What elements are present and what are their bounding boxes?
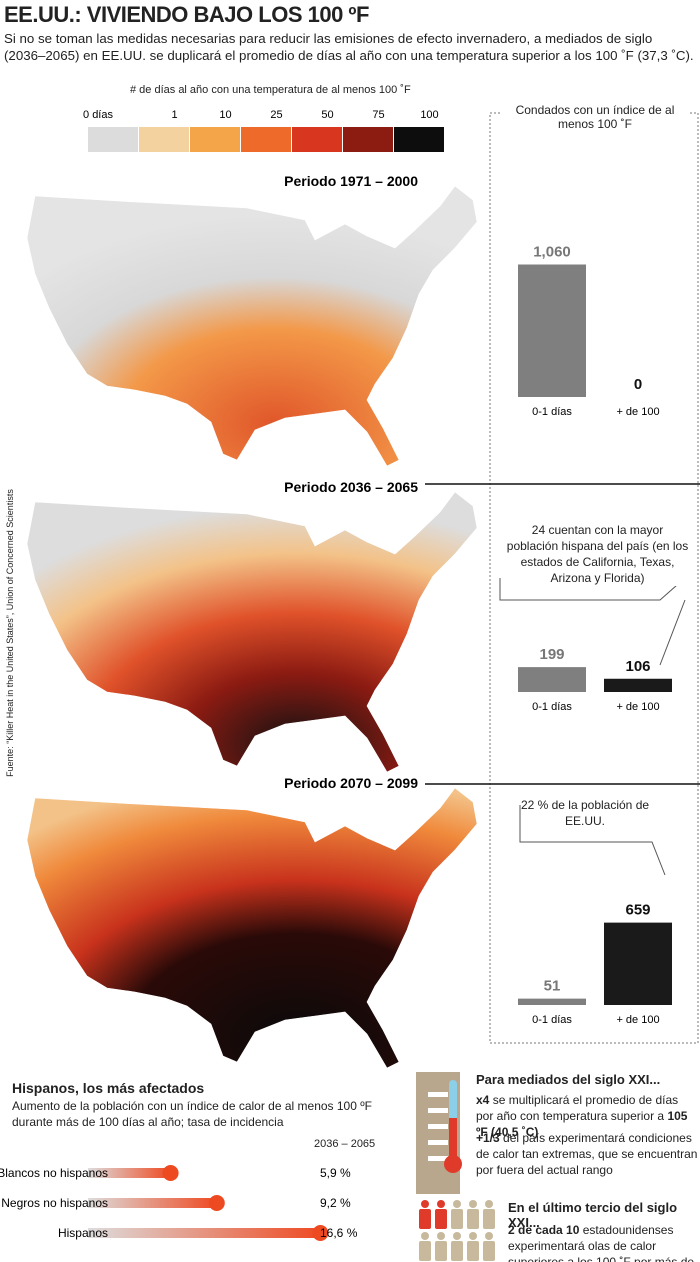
fact-part: +1/3 [476, 1131, 500, 1145]
map-title: Periodo 2036 – 2065 [284, 479, 418, 495]
legend-label: 100 [420, 109, 438, 121]
category-label: 0-1 días [532, 406, 572, 418]
legend-swatch [139, 127, 189, 152]
fact-part: estadounidenses experimentará olas de ca… [508, 1223, 695, 1262]
legend-label: 75 [372, 109, 384, 121]
person-body [451, 1241, 463, 1261]
legend-swatch [394, 127, 444, 152]
category-label: Blancos no hispanos [0, 1166, 108, 1180]
note: 24 cuentan con la mayor población hispan… [505, 522, 690, 586]
legend-swatch [343, 127, 393, 152]
bar [604, 922, 672, 1005]
value-label: 1,060 [533, 244, 571, 261]
person-head [469, 1200, 477, 1208]
legend-swatch [190, 127, 240, 152]
people-icons [419, 1200, 495, 1261]
category-label: 0-1 días [532, 1014, 572, 1026]
bar-end [312, 1225, 329, 1241]
note: 22 % de la población de EE.UU. [520, 798, 650, 828]
map [26, 787, 478, 1069]
bar [88, 1228, 321, 1238]
person-body [435, 1209, 447, 1229]
value-label: 16,6 % [320, 1226, 358, 1240]
legend-label: 25 [270, 109, 282, 121]
thermometer [416, 1072, 462, 1194]
title: EE.UU.: VIVIENDO BAJO LOS 100 ºF [4, 2, 369, 27]
legend-title: # de días al año con una temperatura de … [130, 84, 411, 96]
bar [518, 667, 586, 692]
bar [88, 1168, 171, 1178]
legend-label: 50 [321, 109, 333, 121]
person-head [485, 1232, 493, 1240]
value-label: 199 [539, 646, 564, 663]
person-body [483, 1209, 495, 1229]
map [26, 491, 478, 773]
person-head [453, 1200, 461, 1208]
value-label: 51 [544, 978, 561, 995]
map [26, 185, 478, 467]
legend-swatch [88, 127, 138, 152]
period-label: 2036 – 2065 [314, 1138, 376, 1150]
section-title: Hispanos, los más afectados [12, 1080, 205, 1096]
fact-text: 2 de cada 10 estadounidenses experimenta… [508, 1222, 698, 1262]
fact-text: +1/3 del país experimentará condiciones … [476, 1130, 698, 1178]
category-label: Hispanos [58, 1226, 108, 1240]
person-body [435, 1241, 447, 1261]
fact-part: 105 ºF (40,5 ˚C) [476, 1109, 688, 1139]
bracket [519, 805, 666, 876]
fact-text: x4 se multiplicará el promedio de días p… [476, 1092, 698, 1140]
category-label: + de 100 [616, 701, 659, 713]
value-label: 106 [625, 658, 650, 675]
legend-label: 10 [219, 109, 231, 121]
fact-part: x4 [476, 1093, 490, 1107]
person-head [485, 1200, 493, 1208]
subtitle: Si no se toman las medidas necesarias pa… [4, 31, 694, 63]
legend-swatch [292, 127, 342, 152]
person-head [421, 1232, 429, 1240]
value-label: 5,9 % [320, 1166, 351, 1180]
person-head [421, 1200, 429, 1208]
fact-part: 2 de cada 10 [508, 1223, 580, 1237]
person-body [419, 1209, 431, 1229]
bar [88, 1198, 217, 1208]
legend-label: 0 días [83, 109, 113, 121]
legend-label: 1 [171, 109, 177, 121]
person-head [469, 1232, 477, 1240]
person-head [437, 1200, 445, 1208]
category-label: Negros no hispanos [1, 1196, 108, 1210]
person-body [467, 1209, 479, 1229]
person-body [451, 1209, 463, 1229]
section-subtitle: Aumento de la población con un índice de… [12, 1099, 372, 1129]
panel-title: Condados con un índice de al menos 100 ˚… [500, 103, 690, 131]
category-label: + de 100 [616, 1014, 659, 1026]
bar [604, 678, 672, 692]
fact-part: se multiplicará el promedio de días por … [476, 1093, 679, 1123]
fact-part: del país experimentará condiciones de ca… [476, 1131, 698, 1177]
value-label: 0 [634, 376, 642, 393]
bar-end [162, 1165, 179, 1181]
person-head [437, 1232, 445, 1240]
bar [518, 264, 586, 397]
fact-title: En el último tercio del siglo XXI... [508, 1200, 678, 1230]
person-body [467, 1241, 479, 1261]
value-label: 9,2 % [320, 1196, 351, 1210]
person-body [483, 1241, 495, 1261]
map-title: Periodo 2070 – 2099 [284, 775, 418, 791]
person-body [419, 1241, 431, 1261]
legend-swatch [241, 127, 291, 152]
person-head [453, 1232, 461, 1240]
fact-title: Para mediados del siglo XXI... [476, 1072, 661, 1087]
value-label: 659 [625, 902, 650, 919]
source: Fuente: “Killer Heat in the United State… [5, 489, 15, 777]
bar-end [208, 1195, 225, 1211]
category-label: + de 100 [616, 406, 659, 418]
map-title: Periodo 1971 – 2000 [284, 173, 418, 189]
bar [518, 998, 586, 1005]
category-label: 0-1 días [532, 701, 572, 713]
